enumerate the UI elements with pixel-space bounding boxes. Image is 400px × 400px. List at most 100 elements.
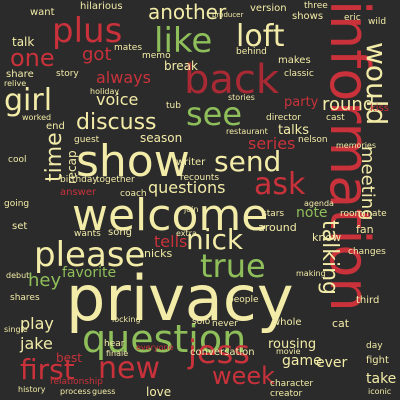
word-character: character <box>270 379 314 389</box>
word-note: note <box>296 205 328 221</box>
word-process: process <box>60 387 91 396</box>
word-privacy: privacy <box>66 262 294 335</box>
word-cool: cool <box>8 155 27 165</box>
word-jess: jess <box>188 333 250 371</box>
word-solo: solo <box>192 317 211 327</box>
word-ever: ever <box>316 355 348 371</box>
word-welcome: welcome <box>72 190 269 241</box>
word-movie: movie <box>276 347 301 356</box>
word-always: always <box>96 68 151 87</box>
word-finale: finale <box>106 349 129 358</box>
word-tells: tells <box>154 232 188 251</box>
word-version: version <box>250 3 287 14</box>
word-makes: makes <box>278 55 311 66</box>
word-discuss: discuss <box>76 110 157 135</box>
word-together: together <box>96 175 135 185</box>
word-series: series <box>248 134 296 153</box>
word-send: send <box>214 145 282 178</box>
word-coach: coach <box>120 189 147 199</box>
word-memories: memories <box>336 141 377 150</box>
word-relive: relive <box>4 79 27 88</box>
word-shares: shares <box>10 293 40 303</box>
word-girl: girl <box>4 83 53 118</box>
word-game: game <box>282 353 322 369</box>
word-three: three <box>304 1 328 11</box>
word-take: take <box>366 371 397 387</box>
word-worked: worked <box>22 113 52 122</box>
word-making: making <box>296 269 326 278</box>
word-cast: cast <box>326 113 345 123</box>
word-going: going <box>4 199 30 209</box>
word-talks: talks <box>278 123 309 138</box>
word-loft: loft <box>236 19 285 54</box>
word-wild: wild <box>368 17 387 27</box>
word-song: song <box>108 227 133 238</box>
word-share: share <box>6 69 34 80</box>
word-producer: producer <box>212 11 244 19</box>
word-roommate: roommate <box>340 209 387 219</box>
word-questions: questions <box>148 178 226 197</box>
word-want: want <box>30 7 55 18</box>
word-day: day <box>366 341 383 351</box>
word-creator: creator <box>270 389 303 399</box>
word-set: set <box>12 221 28 232</box>
word-holiday: holiday <box>90 87 120 96</box>
word-stars: stars <box>262 209 285 219</box>
word-nelson: nelson <box>298 135 328 145</box>
word-end: end <box>46 121 65 132</box>
word-classic: classic <box>284 69 314 79</box>
word-answer: answer <box>60 187 97 198</box>
word-join: join <box>184 205 199 214</box>
word-memo: memo <box>142 51 171 61</box>
word-extra: extra <box>176 229 197 238</box>
word-never: never <box>212 319 238 329</box>
word-plus: plus <box>52 11 123 51</box>
word-fight: fight <box>366 355 389 366</box>
word-locking: locking <box>112 315 141 324</box>
word-cat: cat <box>332 317 350 330</box>
word-another: another <box>148 0 227 24</box>
word-restaurant: restaurant <box>226 127 268 136</box>
word-changes: changes <box>348 247 386 257</box>
word-eric: eric <box>344 13 361 23</box>
word-got: got <box>82 44 112 65</box>
word-know: know <box>312 231 342 244</box>
word-fan: fan <box>356 223 374 236</box>
word-show: show <box>76 136 190 187</box>
word-back: back <box>184 57 280 103</box>
word-season: season <box>140 131 183 145</box>
word-talk: talk <box>12 35 35 49</box>
word-wants: wants <box>74 229 101 239</box>
word-everyone: everyone <box>136 343 174 352</box>
word-question: question <box>82 317 247 361</box>
word-conversation: conversation <box>190 347 255 358</box>
word-mates: mates <box>114 43 143 53</box>
word-true: true <box>200 247 266 285</box>
word-love: love <box>146 385 172 399</box>
word-around: around <box>258 221 297 234</box>
word-voice: voice <box>96 90 139 109</box>
word-new: new <box>98 351 161 386</box>
word-one: one <box>10 44 55 72</box>
word-ask: ask <box>254 167 306 202</box>
word-see: see <box>186 95 243 133</box>
word-stories: stories <box>228 93 255 102</box>
word-nick: nick <box>186 223 244 256</box>
word-nicks: nicks <box>144 247 173 260</box>
word-director: director <box>266 113 301 123</box>
word-guess: guess <box>92 387 116 396</box>
word-like: like <box>154 21 213 61</box>
word-debut: debut <box>6 271 30 280</box>
word-birthday: birthday <box>60 175 98 185</box>
word-jake: jake <box>20 334 53 353</box>
word-kiss: kiss <box>370 103 389 114</box>
word-hey: hey <box>28 270 62 291</box>
word-favorite: favorite <box>62 265 117 281</box>
word-first: first <box>20 353 75 386</box>
word-behind: behind <box>236 47 267 57</box>
word-third: third <box>356 295 380 306</box>
word-relationship: relationship <box>50 377 103 387</box>
word-round: round <box>322 94 375 115</box>
word-people: people <box>228 295 259 305</box>
